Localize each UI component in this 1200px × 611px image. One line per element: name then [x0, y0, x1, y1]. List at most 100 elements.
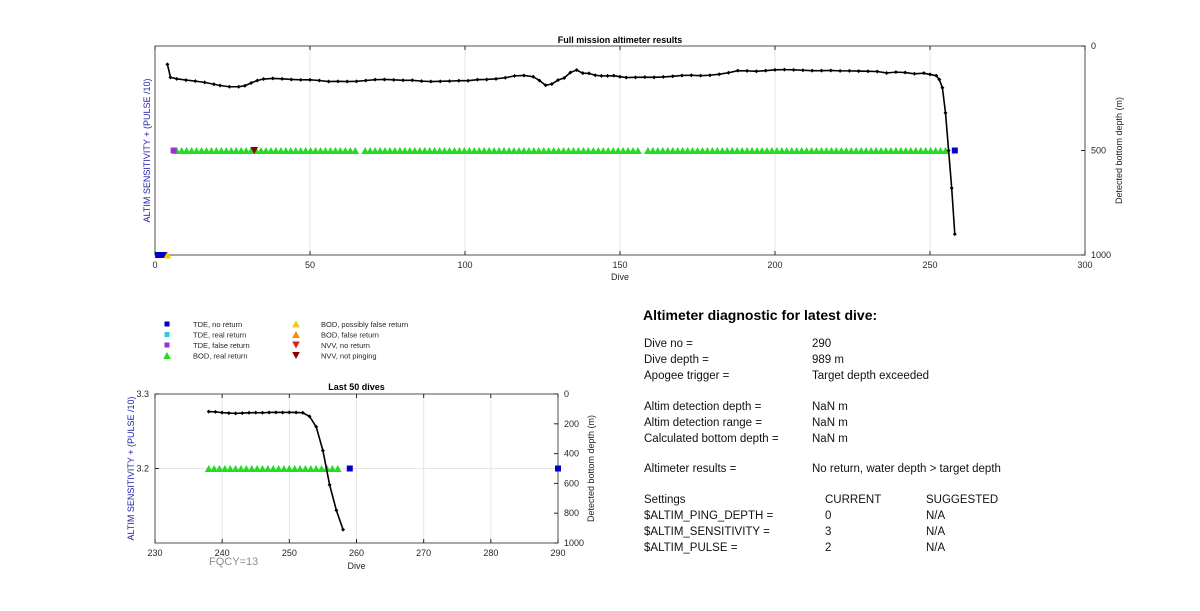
bod-real-return-marker: [887, 147, 895, 154]
bottom-depth-point: [270, 76, 275, 81]
bod-real-return-marker: [609, 147, 618, 154]
bod-real-return-marker: [381, 147, 389, 154]
bod-real-return-marker: [921, 147, 930, 154]
bottom-depth-point: [745, 68, 750, 73]
bod-real-return-marker: [728, 147, 737, 154]
inset-bottom-depth-point: [294, 410, 299, 415]
bod-real-return-marker: [693, 147, 702, 154]
bod-real-return-marker: [614, 147, 622, 154]
bottom-depth-point: [261, 77, 266, 82]
inset-x-tick-label: 280: [483, 548, 498, 558]
tde-no-return-marker: [951, 147, 958, 154]
main-y-tick-label: 500: [1091, 146, 1106, 156]
diagnostic-title: Altimeter diagnostic for latest dive:: [643, 307, 878, 323]
bod-real-return-marker: [386, 147, 394, 154]
diagnostic-value: NaN m: [812, 401, 848, 413]
bod-real-return-marker: [480, 147, 489, 154]
diagnostic-label: Altimeter results =: [644, 463, 737, 475]
inset-bod-real-return-marker: [210, 465, 218, 472]
bod-real-return-marker: [688, 147, 697, 154]
inset-bottom-depth-point: [213, 409, 218, 414]
inset-x-tick-label: 290: [550, 548, 565, 558]
bod-real-return-marker: [802, 147, 811, 154]
inset-bottom-depth-point: [253, 410, 258, 415]
inset-x-tick-label: 270: [416, 548, 431, 558]
bottom-depth-point: [391, 77, 396, 82]
bottom-depth-point: [466, 78, 471, 83]
bottom-depth-point: [193, 79, 198, 84]
bod-real-return-marker: [207, 147, 216, 154]
bod-real-return-marker: [326, 147, 335, 154]
bod-real-return-marker: [857, 147, 866, 154]
bod-real-return-marker: [500, 147, 508, 154]
bottom-depth-point: [934, 73, 939, 78]
bottom-depth-point: [531, 74, 536, 79]
inset-right-tick-label: 600: [564, 478, 579, 488]
legend-bod-real-return-icon: [163, 352, 171, 359]
bottom-depth-point: [447, 79, 452, 84]
inset-tde-no-return-marker: [555, 465, 561, 472]
bod-real-return-marker: [901, 147, 910, 154]
bottom-depth-point: [642, 75, 647, 80]
bottom-depth-point: [810, 68, 815, 73]
bottom-depth-point: [537, 78, 542, 83]
bod-real-return-marker: [872, 147, 880, 154]
inset-tde-no-return-marker: [346, 465, 353, 472]
bottom-depth-point: [611, 73, 616, 78]
bod-real-return-marker: [267, 147, 275, 154]
bottom-depth-point: [819, 68, 824, 73]
legend-tde-false-return-icon: [164, 342, 170, 348]
bod-real-return-marker: [897, 147, 905, 154]
inset-bod-real-return-marker: [317, 465, 326, 472]
diagnostic-value: NaN m: [812, 433, 848, 445]
bottom-depth-point: [512, 73, 517, 78]
inset-bottom-depth-point: [314, 424, 319, 429]
bottom-depth-point: [218, 83, 223, 88]
inset-bod-real-return-marker: [301, 465, 310, 472]
bottom-depth-point: [866, 69, 870, 74]
diagnostic-label: Altim detection range =: [644, 417, 762, 429]
inset-bod-real-return-marker: [269, 465, 278, 472]
diagnostic-value: No return, water depth > target depth: [812, 463, 1001, 475]
legend-item-label: NVV, no return: [321, 341, 370, 350]
legend-item-label: TDE, real return: [193, 331, 246, 340]
bottom-depth-point: [921, 71, 926, 76]
bod-real-return-marker: [758, 147, 766, 154]
bottom-depth-point: [354, 79, 359, 84]
bod-real-return-marker: [277, 147, 285, 154]
inset-right-tick-label: 800: [564, 508, 579, 518]
bottom-depth-point: [624, 75, 629, 80]
bottom-depth-point: [689, 73, 694, 78]
bod-real-return-marker: [262, 147, 270, 154]
bod-real-return-marker: [520, 147, 528, 154]
diagnostic-label: Calculated bottom depth =: [644, 433, 779, 445]
bod-real-return-marker: [723, 147, 732, 154]
bod-real-return-marker: [847, 147, 856, 154]
inset-bod-real-return-marker: [306, 465, 315, 472]
bottom-depth-point: [438, 79, 443, 84]
bod-real-return-marker: [495, 147, 503, 154]
bottom-depth-point: [227, 84, 232, 89]
inset-bod-real-return-marker: [221, 465, 229, 472]
bod-real-return-marker: [649, 147, 657, 154]
bod-real-return-marker: [316, 147, 325, 154]
bod-real-return-marker: [222, 147, 231, 154]
legend-item-label: BOD, real return: [193, 352, 248, 361]
bod-real-return-marker: [594, 147, 603, 154]
bod-real-return-marker: [698, 147, 707, 154]
bottom-depth-point: [800, 68, 805, 73]
inset-bottom-depth-point: [240, 411, 245, 416]
bod-real-return-marker: [187, 147, 196, 154]
inset-bod-real-return-marker: [333, 465, 342, 472]
inset-bottom-depth-point: [233, 411, 238, 416]
bod-real-return-marker: [485, 147, 494, 154]
bottom-depth-point: [326, 79, 331, 84]
bod-real-return-marker: [465, 147, 474, 154]
bottom-depth-point: [280, 76, 285, 81]
bod-real-return-marker: [931, 147, 940, 154]
bod-real-return-marker: [197, 147, 206, 154]
bod-real-return-marker: [773, 147, 781, 154]
bod-real-return-marker: [792, 147, 801, 154]
legend-tde-no-return-icon: [164, 321, 170, 327]
inset-x-tick-label: 260: [349, 548, 364, 558]
